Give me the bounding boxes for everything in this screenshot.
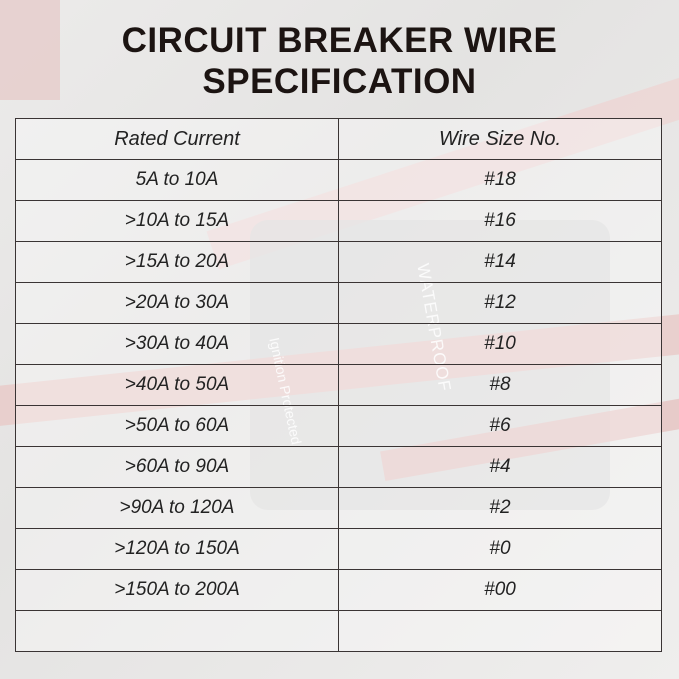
table-row: >30A to 40A #10: [15, 323, 662, 365]
wire-size-cell: #14: [338, 241, 662, 283]
wire-size-cell: #16: [338, 200, 662, 242]
wire-size-cell: #2: [338, 487, 662, 529]
wire-size-cell: #12: [338, 282, 662, 324]
header-rated-current: Rated Current: [15, 118, 339, 160]
table-row: >10A to 15A #16: [15, 200, 662, 242]
rated-current-cell: >10A to 15A: [15, 200, 339, 242]
table-row: >150A to 200A #00: [15, 569, 662, 611]
wire-size-cell: #0: [338, 528, 662, 570]
header-wire-size: Wire Size No.: [338, 118, 662, 160]
table-row: >15A to 20A #14: [15, 241, 662, 283]
wire-size-cell: #6: [338, 405, 662, 447]
wire-size-cell: #00: [338, 569, 662, 611]
rated-current-cell: >30A to 40A: [15, 323, 339, 365]
rated-current-cell: >150A to 200A: [15, 569, 339, 611]
table-row: 5A to 10A #18: [15, 159, 662, 201]
table-row: >40A to 50A #8: [15, 364, 662, 406]
rated-current-cell: >20A to 30A: [15, 282, 339, 324]
rated-current-cell: >120A to 150A: [15, 528, 339, 570]
table-row: [15, 610, 662, 652]
wire-size-cell: #4: [338, 446, 662, 488]
rated-current-cell: [15, 610, 339, 652]
table-row: >20A to 30A #12: [15, 282, 662, 324]
rated-current-cell: >40A to 50A: [15, 364, 339, 406]
wire-size-cell: [338, 610, 662, 652]
table-header-row: Rated Current Wire Size No.: [15, 118, 662, 160]
title-line-2: SPECIFICATION: [202, 62, 477, 101]
rated-current-cell: 5A to 10A: [15, 159, 339, 201]
rated-current-cell: >60A to 90A: [15, 446, 339, 488]
table-row: >50A to 60A #6: [15, 405, 662, 447]
rated-current-cell: >15A to 20A: [15, 241, 339, 283]
wire-size-cell: #8: [338, 364, 662, 406]
table-row: >60A to 90A #4: [15, 446, 662, 488]
title-line-1: CIRCUIT BREAKER WIRE: [121, 21, 558, 60]
wire-size-cell: #18: [338, 159, 662, 201]
table-row: >90A to 120A #2: [15, 487, 662, 529]
page-title: CIRCUIT BREAKER WIRE SPECIFICATION: [0, 20, 679, 102]
rated-current-cell: >90A to 120A: [15, 487, 339, 529]
table-row: >120A to 150A #0: [15, 528, 662, 570]
rated-current-cell: >50A to 60A: [15, 405, 339, 447]
wire-spec-table: Rated Current Wire Size No. 5A to 10A #18…: [15, 118, 662, 652]
wire-size-cell: #10: [338, 323, 662, 365]
